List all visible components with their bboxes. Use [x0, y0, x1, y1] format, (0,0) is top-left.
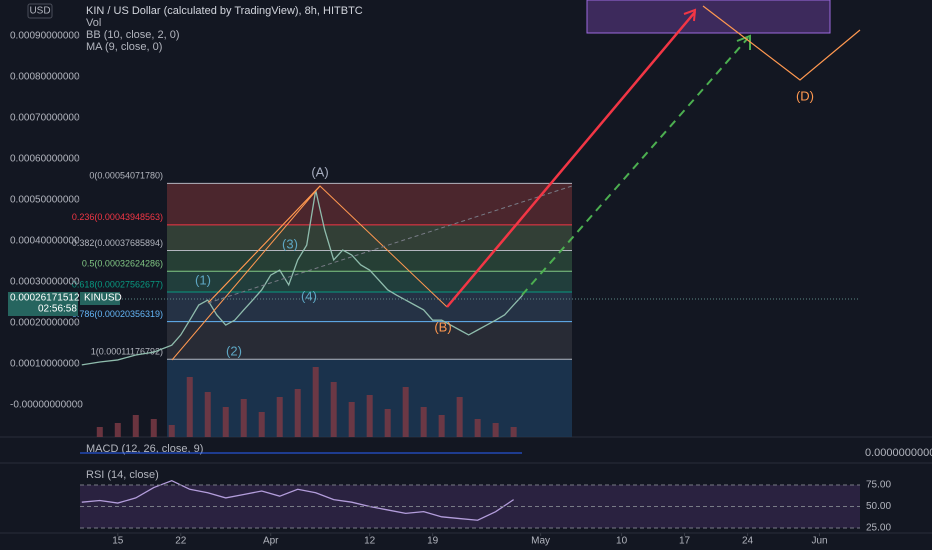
series-line	[81, 190, 524, 366]
fib-band	[167, 183, 572, 225]
y-tick-label: 0.00060000000	[10, 154, 80, 165]
projection-arrow	[521, 37, 749, 296]
y-tick-label: 50.00	[866, 501, 891, 512]
price-tag	[8, 292, 78, 316]
volume-bar	[492, 423, 499, 437]
fib-band	[167, 271, 572, 293]
fib-label: 1(0.00011176792)	[91, 347, 163, 357]
x-tick-label: 15	[112, 536, 124, 547]
y-tick-label: 0.00070000000	[10, 113, 80, 124]
fib-band	[167, 250, 572, 272]
y-tick-label: 0.00090000000	[10, 31, 80, 42]
x-tick-label: Jun	[811, 536, 827, 547]
x-tick-label: 12	[364, 536, 376, 547]
wave-label: (1)	[195, 272, 211, 287]
price-tag-countdown: 02:56:58	[38, 304, 77, 315]
volume-bar	[474, 419, 481, 437]
volume-bar	[222, 407, 229, 437]
volume-bar	[150, 419, 157, 437]
wave-label: (A)	[311, 164, 328, 179]
series-line	[81, 479, 514, 521]
wave-label: (B)	[434, 319, 451, 334]
y-tick-label: 0.00050000000	[10, 195, 80, 206]
wave-labels: (A) (B) (1) (2) (3) (4) (D)	[195, 88, 814, 358]
arrow-head	[736, 34, 751, 50]
volume-bar	[402, 387, 409, 437]
target-box	[586, 0, 831, 34]
volume-bar	[456, 397, 463, 437]
volume-bar	[438, 415, 445, 437]
wave-label: (3)	[282, 236, 298, 251]
fib-label: 0.618(0.00027562677)	[72, 279, 163, 289]
volume-bar	[168, 425, 175, 437]
volume-bar	[294, 389, 301, 437]
volume-bar	[204, 392, 211, 437]
arrow-head	[683, 8, 697, 22]
x-tick-label: 10	[616, 536, 628, 547]
volume-bar	[132, 415, 139, 437]
y-tick-label: -0.00000000000	[10, 400, 83, 411]
price-tag-price: 0.00026171512	[10, 293, 80, 304]
fib-label: 0(0.00054071780)	[89, 171, 163, 181]
y-tick-label: 0.00040000000	[10, 236, 80, 247]
rsi-band	[80, 485, 860, 528]
y-tick-label: 25.00	[866, 523, 891, 534]
wave-label: (2)	[226, 343, 242, 358]
fib-label: 0.5(0.00032624286)	[82, 259, 163, 269]
volume-bar	[96, 427, 103, 437]
indicator[interactable]: MA (9, close, 0)	[86, 41, 162, 53]
symbol-title: KIN / US Dollar (calculated by TradingVi…	[86, 5, 363, 17]
volume-bar	[330, 382, 337, 437]
volume-bar	[276, 397, 283, 437]
x-tick-label: Apr	[263, 536, 279, 547]
volume-bar	[348, 402, 355, 437]
fib-band	[167, 321, 572, 360]
y-tick-label: 75.00	[866, 480, 891, 491]
indicator[interactable]: Vol	[86, 17, 101, 29]
volume-bar	[384, 409, 391, 437]
trend-line	[207, 185, 573, 304]
volume-bar	[186, 377, 193, 437]
symbol-tag-text: KINUSD	[84, 293, 122, 304]
volume-bar	[366, 395, 373, 437]
volume-bar	[420, 407, 427, 437]
projection-arrow	[446, 11, 696, 308]
y-tick-label: 0.00080000000	[10, 72, 80, 83]
y-tick-label: 0.00010000000	[10, 359, 80, 370]
x-tick-label: 22	[175, 536, 187, 547]
x-tick-label: May	[531, 536, 550, 547]
y-tick-label: 0.00030000000	[10, 277, 80, 288]
wave-path	[702, 5, 861, 81]
y-tick-label: 0.00020000000	[10, 318, 80, 329]
fib-label: 0.382(0.00037685894)	[72, 238, 163, 248]
x-tick-label: 19	[427, 536, 439, 547]
volume-bar	[114, 423, 121, 437]
indicator[interactable]: BB (10, close, 2, 0)	[86, 29, 180, 41]
wave-label: (4)	[301, 288, 317, 303]
wave-triangle	[171, 185, 321, 361]
volume-bar	[240, 399, 247, 437]
indicator[interactable]: MACD (12, 26, close, 9)	[86, 443, 203, 455]
x-tick-label: 24	[742, 536, 754, 547]
currency: USD	[29, 6, 50, 17]
y-tick-label: 0.00000000000	[865, 447, 932, 459]
volume-bar	[312, 367, 319, 437]
x-tick-label: 17	[679, 536, 691, 547]
fib-band	[167, 292, 572, 322]
volume-bar	[510, 427, 517, 437]
indicator[interactable]: RSI (14, close)	[86, 469, 159, 481]
currency-box[interactable]	[27, 3, 53, 19]
volume-bar	[258, 412, 265, 437]
fib-label: 0.786(0.00020356319)	[72, 309, 163, 319]
wave-label: (D)	[796, 88, 814, 103]
symbol-tag	[80, 292, 120, 305]
fib-label: 0.236(0.00043948563)	[72, 212, 163, 222]
